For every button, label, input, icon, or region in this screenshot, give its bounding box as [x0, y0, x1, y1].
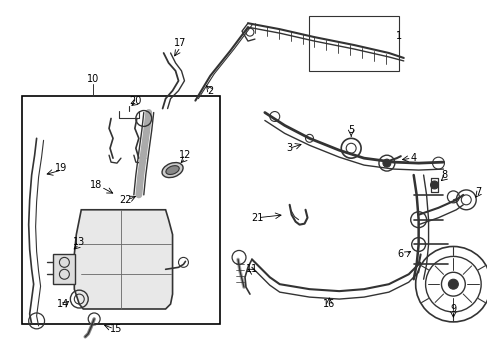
Text: 18: 18	[90, 180, 102, 190]
Text: 7: 7	[474, 187, 480, 197]
Text: 9: 9	[449, 304, 455, 314]
Bar	[309, 16, 398, 71]
Text: 11: 11	[245, 264, 258, 274]
Text: 13: 13	[73, 237, 85, 247]
Text: 3: 3	[286, 143, 292, 153]
Text: 19: 19	[55, 163, 67, 173]
Text: 17: 17	[174, 38, 186, 48]
Text: 6: 6	[397, 249, 403, 260]
Circle shape	[447, 279, 457, 289]
Polygon shape	[74, 210, 172, 309]
Text: 4: 4	[410, 153, 416, 163]
Bar	[21, 96, 220, 324]
Text: 15: 15	[110, 324, 122, 334]
Circle shape	[429, 181, 438, 189]
Text: 10: 10	[87, 74, 99, 84]
Circle shape	[382, 159, 390, 167]
Text: 16: 16	[323, 299, 335, 309]
Text: 14: 14	[57, 299, 69, 309]
Text: 21: 21	[251, 213, 264, 223]
Text: 22: 22	[120, 195, 132, 205]
Ellipse shape	[165, 166, 179, 175]
Ellipse shape	[162, 163, 183, 177]
Bar	[53, 255, 75, 284]
Text: 8: 8	[441, 170, 447, 180]
Text: 2: 2	[207, 86, 213, 96]
Text: 20: 20	[129, 96, 142, 105]
Text: 12: 12	[179, 150, 191, 160]
Text: 1: 1	[395, 31, 401, 41]
Text: 5: 5	[347, 125, 354, 135]
